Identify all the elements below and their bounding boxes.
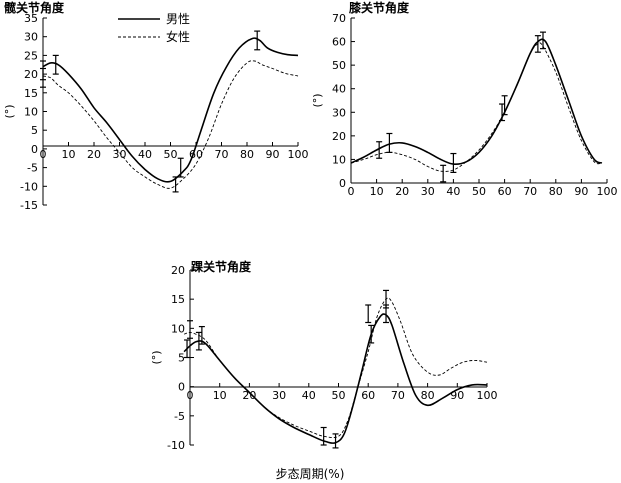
x-tick-label: 10 bbox=[370, 185, 384, 198]
figure-caption: 步态周期(%) bbox=[276, 467, 345, 481]
x-tick-label: 0 bbox=[40, 148, 47, 161]
x-tick-label: 30 bbox=[272, 389, 286, 402]
x-tick-label: 50 bbox=[164, 148, 178, 161]
x-tick-label: 100 bbox=[288, 148, 309, 161]
x-tick-label: 20 bbox=[87, 148, 101, 161]
x-tick-label: 40 bbox=[446, 185, 460, 198]
legend-label: 女性 bbox=[166, 29, 190, 44]
x-tick-label: 20 bbox=[242, 389, 256, 402]
x-tick-label: 40 bbox=[138, 148, 152, 161]
y-tick-label: -10 bbox=[167, 439, 185, 452]
error-bar bbox=[320, 426, 327, 446]
x-tick-label: 0 bbox=[348, 185, 355, 198]
error-bar bbox=[534, 35, 541, 53]
error-bar bbox=[172, 176, 179, 193]
x-tick-label: 60 bbox=[498, 185, 512, 198]
y-tick-label: 15 bbox=[171, 293, 185, 306]
x-tick-label: 80 bbox=[549, 185, 563, 198]
error-bar bbox=[440, 164, 447, 183]
y-tick-label: 25 bbox=[24, 49, 38, 62]
error-bar bbox=[383, 289, 390, 309]
error-bar bbox=[52, 54, 59, 75]
series-line-male bbox=[183, 313, 488, 444]
y-axis-label: (°) bbox=[311, 93, 324, 107]
y-tick-label: 70 bbox=[332, 12, 346, 25]
x-tick-label: 90 bbox=[450, 389, 464, 402]
series-line-female bbox=[350, 42, 602, 172]
legend bbox=[118, 18, 160, 38]
x-tick-label: 40 bbox=[302, 389, 316, 402]
error-bar bbox=[365, 304, 372, 324]
y-tick-label: 0 bbox=[339, 177, 346, 190]
error-bar bbox=[198, 325, 205, 345]
y-tick-label: 20 bbox=[332, 130, 346, 143]
x-tick-label: 90 bbox=[574, 185, 588, 198]
y-axis-label: (°) bbox=[150, 350, 163, 364]
y-tick-label: 30 bbox=[24, 31, 38, 44]
x-tick-label: 50 bbox=[332, 389, 346, 402]
x-tick-label: 20 bbox=[395, 185, 409, 198]
y-tick-label: 60 bbox=[332, 36, 346, 49]
error-bar bbox=[187, 320, 193, 339]
error-bar bbox=[40, 67, 46, 88]
y-tick-label: -10 bbox=[20, 180, 38, 193]
y-tick-label: 10 bbox=[171, 322, 185, 335]
error-bar bbox=[177, 157, 184, 178]
error-bar bbox=[499, 103, 506, 122]
error-bar bbox=[332, 433, 339, 449]
error-bar bbox=[184, 339, 191, 359]
y-tick-label: -5 bbox=[27, 162, 38, 175]
y-tick-label: 10 bbox=[332, 153, 346, 166]
x-tick-label: 70 bbox=[215, 148, 229, 161]
error-bar bbox=[450, 152, 457, 173]
x-tick-label: 80 bbox=[421, 389, 435, 402]
y-tick-label: 0 bbox=[31, 143, 38, 156]
x-tick-label: 30 bbox=[113, 148, 127, 161]
y-tick-label: -5 bbox=[174, 410, 185, 423]
y-tick-label: 40 bbox=[332, 83, 346, 96]
x-tick-label: 50 bbox=[472, 185, 486, 198]
y-tick-label: 5 bbox=[178, 352, 185, 365]
x-tick-label: 80 bbox=[240, 148, 254, 161]
x-tick-label: 0 bbox=[187, 389, 194, 402]
y-tick-label: 5 bbox=[31, 124, 38, 137]
y-axis-label: (°) bbox=[3, 104, 16, 118]
legend-label: 男性 bbox=[166, 12, 190, 26]
y-tick-label: -15 bbox=[20, 199, 38, 212]
y-tick-label: 20 bbox=[24, 68, 38, 81]
series-line-female bbox=[42, 60, 299, 189]
series-line-female bbox=[183, 297, 488, 439]
chart-title: 膝关节角度 bbox=[349, 0, 410, 15]
x-tick-label: 70 bbox=[391, 389, 405, 402]
error-bar bbox=[376, 141, 383, 159]
y-tick-label: 30 bbox=[332, 106, 346, 119]
y-tick-label: 0 bbox=[178, 381, 185, 394]
error-bar bbox=[254, 30, 261, 51]
x-tick-label: 90 bbox=[266, 148, 280, 161]
chart-title: 髋关节角度 bbox=[4, 0, 65, 15]
error-bar bbox=[540, 31, 546, 50]
y-tick-label: 20 bbox=[171, 264, 185, 277]
x-tick-label: 70 bbox=[523, 185, 537, 198]
x-tick-label: 60 bbox=[361, 389, 375, 402]
y-tick-label: 10 bbox=[24, 106, 38, 119]
x-tick-label: 100 bbox=[477, 389, 498, 402]
y-tick-label: 50 bbox=[332, 59, 346, 72]
chart-title: 踝关节角度 bbox=[191, 259, 252, 274]
x-tick-label: 30 bbox=[421, 185, 435, 198]
x-tick-label: 10 bbox=[213, 389, 227, 402]
series-line-male bbox=[350, 38, 603, 165]
x-tick-label: 10 bbox=[62, 148, 76, 161]
x-tick-label: 100 bbox=[597, 185, 618, 198]
y-tick-label: 15 bbox=[24, 87, 38, 100]
y-tick-label: 35 bbox=[24, 12, 38, 25]
